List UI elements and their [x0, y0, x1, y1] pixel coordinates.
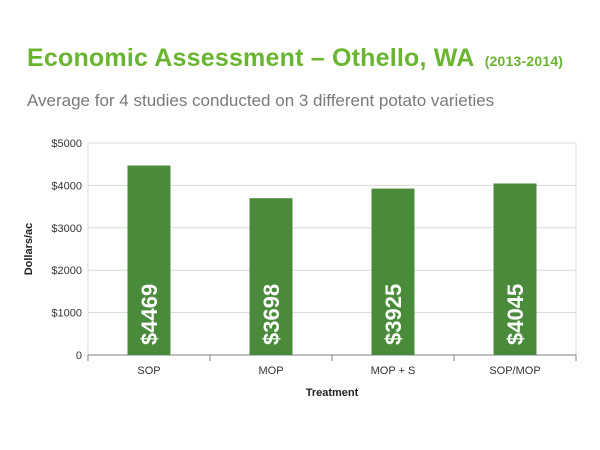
- x-tick-label: SOP/MOP: [489, 365, 540, 377]
- bar-value-label: $4045: [503, 284, 528, 345]
- bar-value-label: $4469: [137, 284, 162, 345]
- chart-title: Economic Assessment – Othello, WA (2013-…: [27, 44, 563, 73]
- bar: [127, 165, 171, 355]
- bar-value-label: $3698: [259, 284, 284, 345]
- y-tick-label: $5000: [51, 138, 82, 150]
- y-tick-label: $4000: [51, 180, 82, 192]
- y-tick-label: $2000: [51, 265, 82, 277]
- bar: [493, 183, 537, 355]
- x-axis-title: Treatment: [306, 387, 359, 399]
- x-tick-label: MOP: [258, 365, 283, 377]
- chart-title-text: Economic Assessment – Othello, WA: [27, 44, 474, 72]
- x-tick-label: SOP: [137, 365, 160, 377]
- y-axis-title: Dollars/ac: [23, 223, 35, 276]
- chart-title-years: (2013-2014): [484, 53, 564, 69]
- bar: [371, 188, 415, 355]
- bar: [249, 198, 293, 355]
- x-tick-label: MOP + S: [371, 365, 416, 377]
- bar-value-label: $3925: [381, 284, 406, 345]
- y-tick-label: 0: [76, 350, 82, 362]
- chart-subtitle: Average for 4 studies conducted on 3 dif…: [27, 91, 495, 110]
- y-tick-label: $3000: [51, 223, 82, 235]
- y-tick-label: $1000: [51, 308, 82, 320]
